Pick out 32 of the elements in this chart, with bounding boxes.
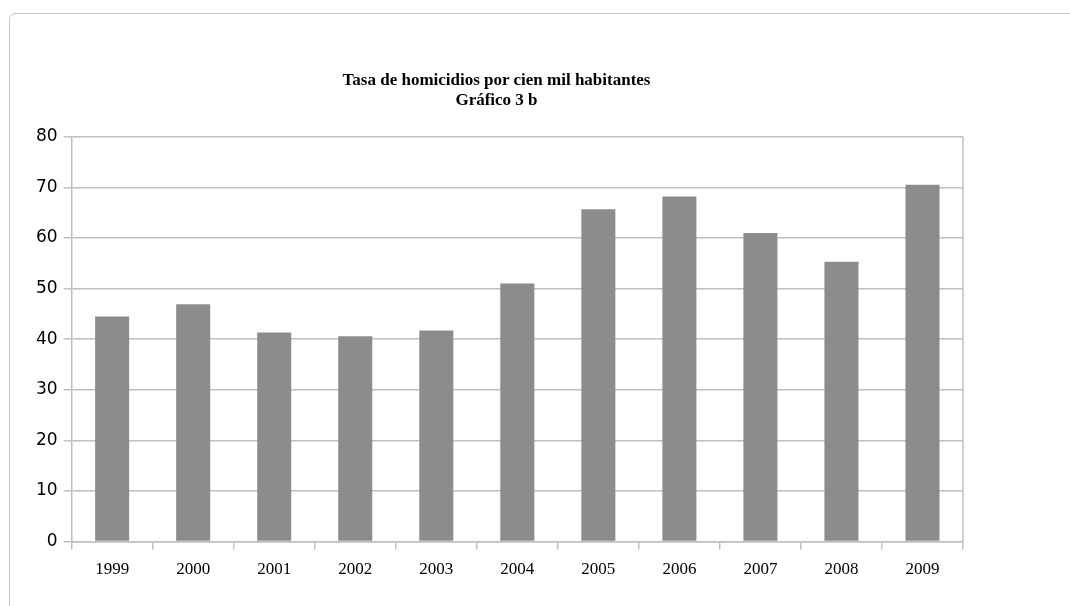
x-tick-label: 2008 [824,559,859,579]
chart-title: Tasa de homicidios por cien mil habitantes Gráfico 3 b [342,69,651,109]
x-tick-label: 2006 [662,559,697,579]
bar [500,283,535,541]
x-tick-label: 2005 [581,559,616,579]
y-tick-label: 50 [35,277,58,298]
x-tick-label: 1999 [95,559,130,579]
x-tick-label: 2002 [338,559,373,579]
y-tick-label: 70 [35,175,58,196]
bar [581,209,616,541]
y-tick-label: 30 [35,378,58,399]
bar [95,316,130,541]
y-tick-label: 40 [35,327,58,348]
x-tick-label: 2007 [743,559,778,579]
y-tick-label: 10 [35,479,58,500]
y-tick-label: 60 [35,226,58,247]
bar [338,336,373,541]
y-tick-label: 80 [35,125,58,146]
x-tick-label: 2003 [419,559,454,579]
bar [176,304,211,541]
bar [905,184,940,541]
bar [662,196,697,541]
x-tick-label: 2009 [905,559,940,579]
y-tick-label: 0 [46,530,58,551]
bar [419,330,454,541]
x-tick-label: 2004 [500,559,535,579]
bar [743,232,778,541]
y-tick-label: 20 [35,428,58,449]
bar [824,261,859,541]
bar [257,332,292,541]
x-tick-label: 2000 [176,559,211,579]
x-tick-label: 2001 [257,559,292,579]
